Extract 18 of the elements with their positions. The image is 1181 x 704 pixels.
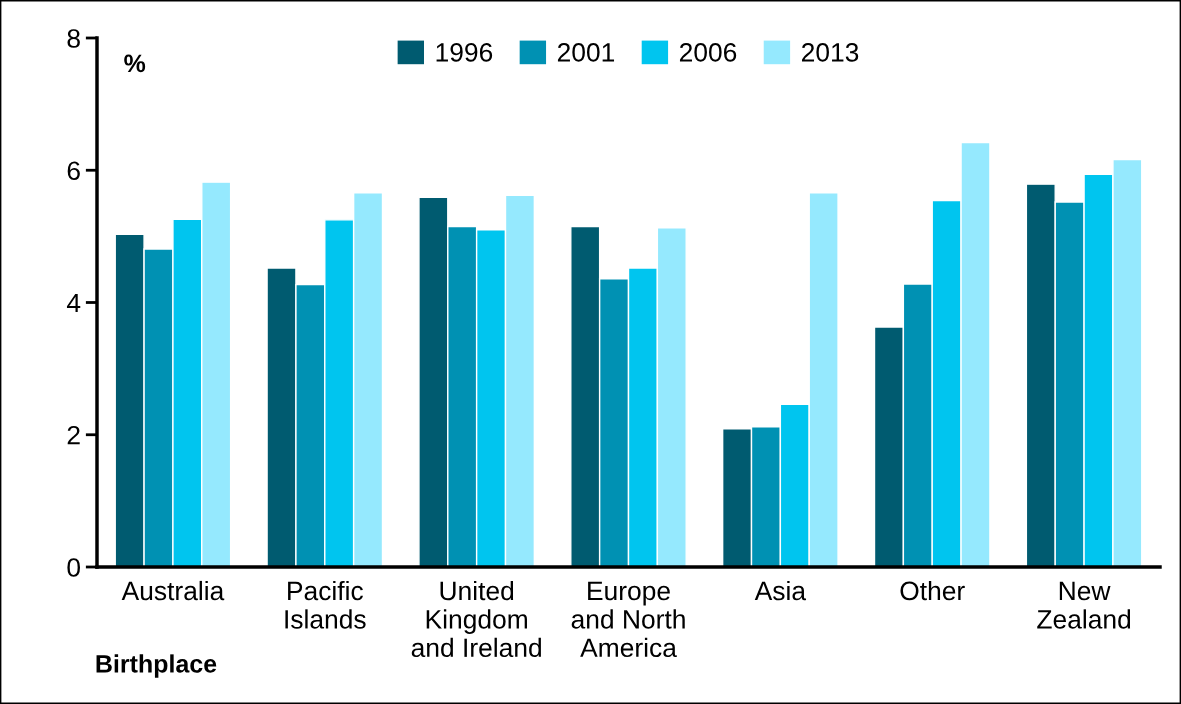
y-tick-label: 4: [66, 293, 81, 313]
legend-label: 2001: [557, 43, 615, 62]
y-tick-label: 0: [67, 558, 80, 577]
x-tick-label: Australia: [121, 580, 225, 601]
x-tick-label: Europe and North America: [571, 581, 685, 658]
y-axis-title: %: [124, 54, 146, 73]
x-tick-label: New Zealand: [1037, 581, 1131, 629]
legend-label: 2006: [679, 43, 737, 62]
x-tick-label: United Kingdom and Ireland: [411, 580, 541, 658]
x-tick-label: Pacific Islands: [285, 580, 366, 629]
x-axis-title: Birthplace: [96, 654, 217, 678]
x-tick-label: Other: [900, 580, 965, 601]
y-tick-label: 8: [67, 29, 80, 48]
legend-label: 2013: [802, 43, 859, 62]
legend-label: 1996: [436, 43, 493, 62]
y-tick-label: 6: [67, 161, 80, 181]
x-tick-label: Asia: [754, 580, 807, 601]
y-tick-label: 2: [67, 425, 80, 445]
